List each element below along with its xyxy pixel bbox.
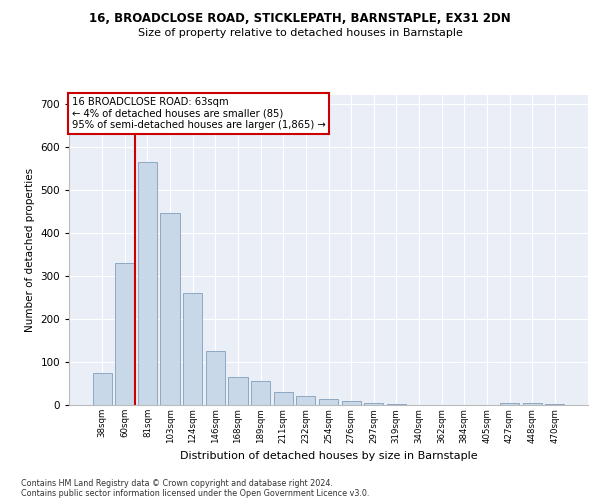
Bar	[500, 403, 519, 405]
Bar	[251, 382, 270, 405]
Bar	[545, 404, 565, 405]
Bar	[138, 162, 157, 405]
Bar	[274, 392, 293, 405]
Text: 16, BROADCLOSE ROAD, STICKLEPATH, BARNSTAPLE, EX31 2DN: 16, BROADCLOSE ROAD, STICKLEPATH, BARNST…	[89, 12, 511, 26]
Bar	[523, 403, 542, 405]
Bar	[296, 396, 316, 405]
Bar	[115, 263, 134, 405]
Bar	[319, 398, 338, 405]
Text: Contains HM Land Registry data © Crown copyright and database right 2024.: Contains HM Land Registry data © Crown c…	[21, 478, 333, 488]
Bar	[387, 404, 406, 405]
X-axis label: Distribution of detached houses by size in Barnstaple: Distribution of detached houses by size …	[179, 451, 478, 461]
Y-axis label: Number of detached properties: Number of detached properties	[25, 168, 35, 332]
Bar	[229, 377, 248, 405]
Bar	[206, 351, 225, 405]
Bar	[364, 403, 383, 405]
Bar	[183, 293, 202, 405]
Text: 16 BROADCLOSE ROAD: 63sqm
← 4% of detached houses are smaller (85)
95% of semi-d: 16 BROADCLOSE ROAD: 63sqm ← 4% of detach…	[71, 96, 325, 130]
Text: Contains public sector information licensed under the Open Government Licence v3: Contains public sector information licen…	[21, 488, 370, 498]
Text: Size of property relative to detached houses in Barnstaple: Size of property relative to detached ho…	[137, 28, 463, 38]
Bar	[160, 214, 180, 405]
Bar	[92, 372, 112, 405]
Bar	[341, 400, 361, 405]
